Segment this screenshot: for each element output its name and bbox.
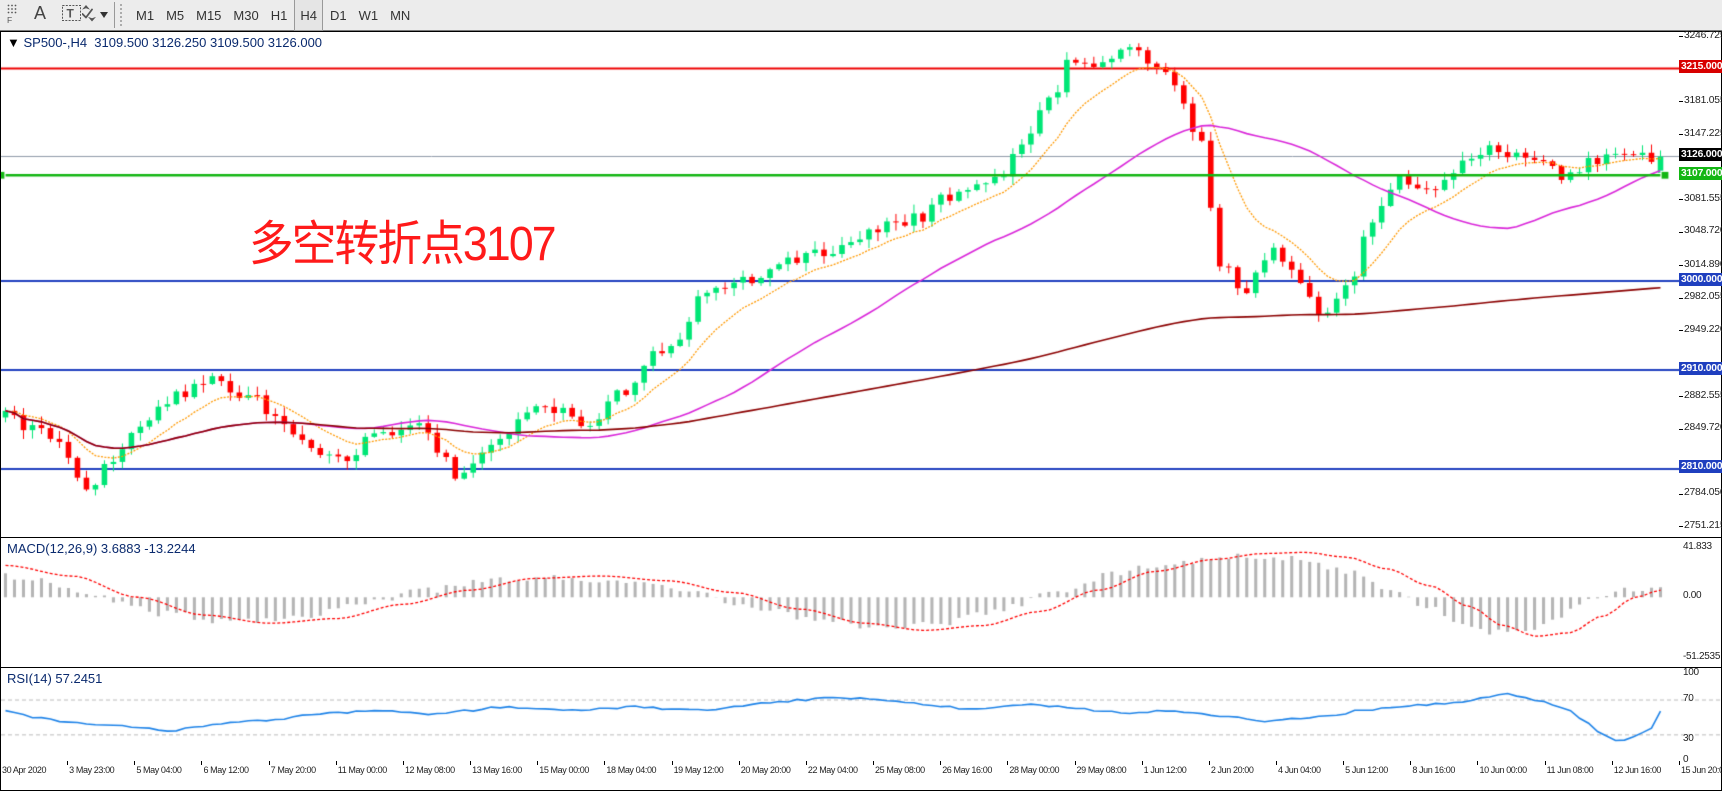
svg-text:F: F [7, 15, 12, 25]
svg-text:T: T [67, 7, 75, 21]
